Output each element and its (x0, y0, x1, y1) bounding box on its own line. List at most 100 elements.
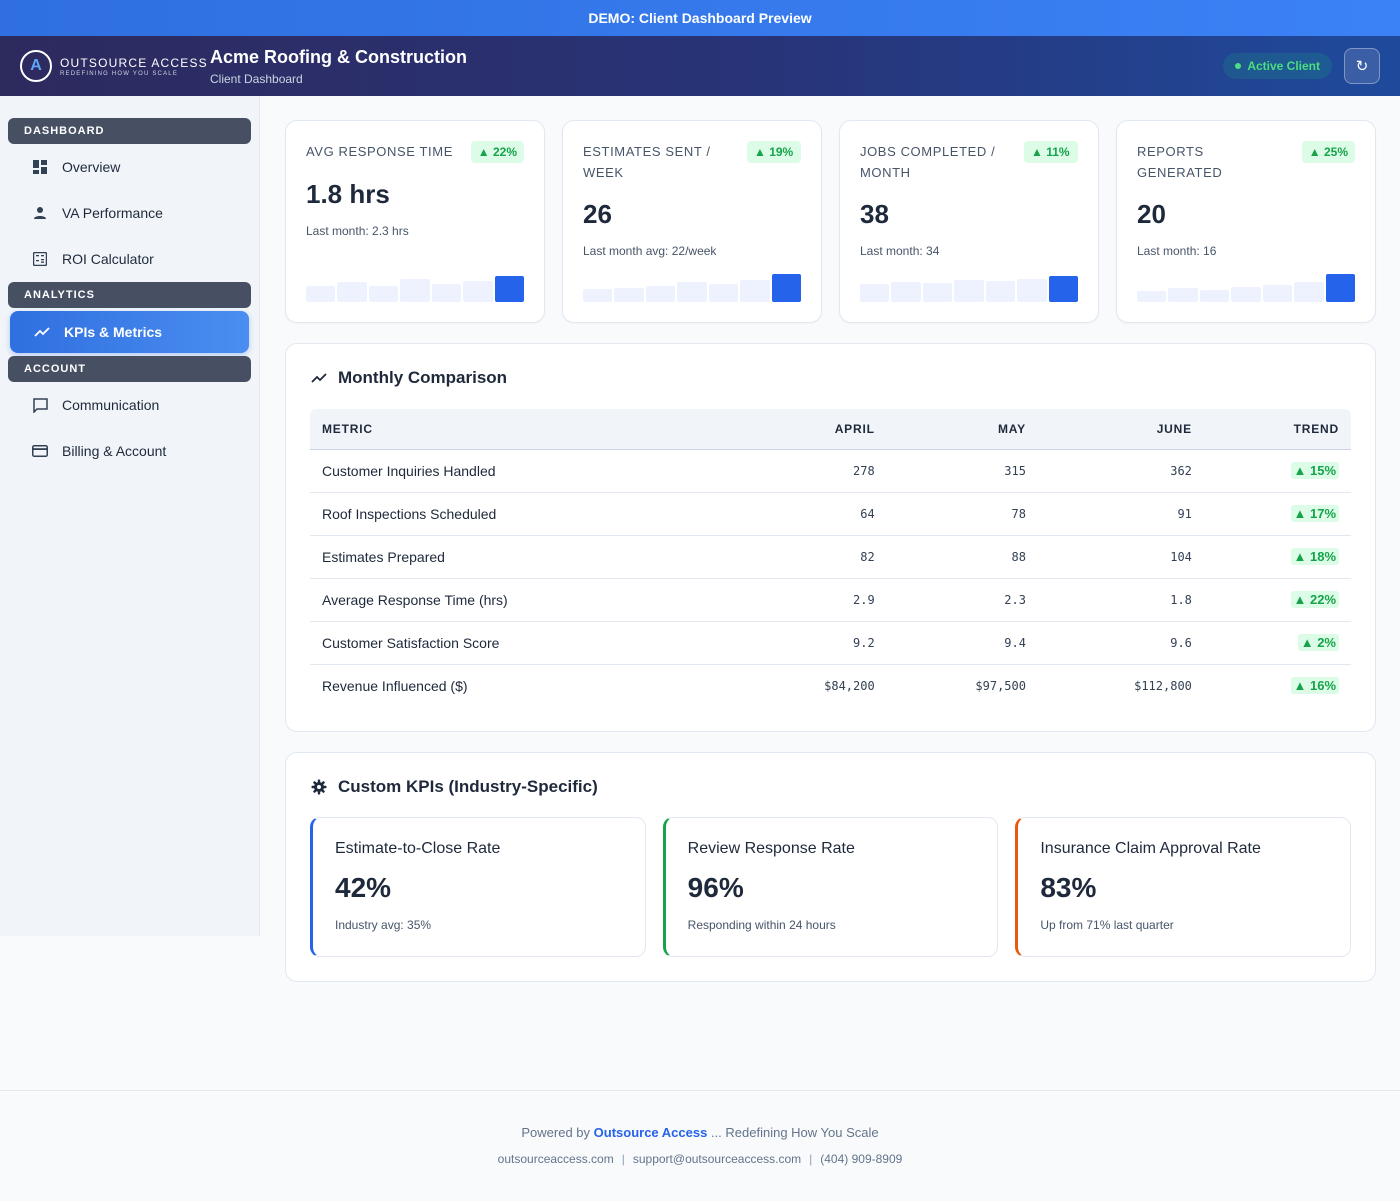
trend-badge: ▲ 16% (1290, 677, 1339, 695)
may-value: $97,500 (975, 678, 1026, 693)
custom-kpi-value: 42% (335, 872, 392, 903)
kpi-value: 26 (583, 199, 612, 229)
panel-title: Custom KPIs (Industry-Specific) (338, 777, 598, 796)
sidebar-item-billing-account[interactable]: Billing & Account (8, 428, 251, 474)
sparkline-bar (860, 284, 890, 302)
kpi-card-estimates-sent: ESTIMATES SENT / WEEK ▲ 19% 26 Last mont… (562, 120, 822, 323)
monthly-comparison-panel: Monthly Comparison METRIC APRIL MAY JUNE… (285, 343, 1376, 732)
june-value: 91 (1037, 492, 1204, 536)
kpi-subtext: Last month: 16 (1137, 244, 1217, 258)
sparkline-bar (337, 282, 367, 302)
status-badge-label: Active Client (1247, 59, 1320, 73)
custom-kpi-value: 83% (1040, 872, 1097, 903)
comparison-table: METRIC APRIL MAY JUNE TREND Customer Inq… (310, 409, 1351, 707)
trending-icon (310, 369, 328, 387)
trend-badge: ▲ 17% (1290, 505, 1339, 522)
sidebar-item-va-performance[interactable]: VA Performance (8, 190, 251, 236)
june-value: 9.6 (1037, 621, 1204, 665)
footer-email-link[interactable]: support@outsourceaccess.com (632, 1152, 802, 1166)
refresh-button[interactable]: ↻ (1344, 48, 1380, 84)
sidebar-item-label: ROI Calculator (62, 251, 154, 267)
sidebar-item-label: Communication (62, 397, 160, 413)
column-header-trend: TREND (1203, 409, 1351, 450)
kpi-value: 1.8 hrs (306, 179, 390, 209)
demo-banner: DEMO: Client Dashboard Preview (0, 0, 1400, 36)
kpi-trend-badge: ▲ 22% (470, 141, 524, 163)
sparkline-bar (1231, 287, 1261, 302)
metric-name: Estimates Prepared (310, 535, 736, 579)
footer-tagline: ... Redefining How You Scale (710, 1125, 879, 1140)
sidebar-item-overview[interactable]: Overview (8, 144, 251, 190)
logo-mark-icon: A (20, 50, 52, 82)
april-value: 9.2 (735, 621, 887, 665)
kpi-title: JOBS COMPLETED / MONTH (860, 144, 996, 180)
panel-title: Monthly Comparison (338, 368, 508, 387)
table-header-row: METRIC APRIL MAY JUNE TREND (310, 409, 1351, 450)
main-content: AVG RESPONSE TIME ▲ 22% 1.8 hrs Last mon… (285, 120, 1376, 982)
sparkline-bar (954, 280, 984, 302)
footer-separator: | (621, 1152, 625, 1166)
sparkline-bar (1294, 282, 1324, 302)
trend-badge: ▲ 18% (1290, 548, 1339, 565)
kpi-cards: AVG RESPONSE TIME ▲ 22% 1.8 hrs Last mon… (285, 120, 1376, 323)
client-info: Acme Roofing & Construction Client Dashb… (210, 47, 467, 86)
sparkline-bar (922, 283, 953, 302)
logo-name: OUTSOURCE ACCESS (60, 55, 208, 70)
sparkline-bar (368, 286, 399, 302)
footer-powered-by: Powered by Outsource Access ... Redefini… (521, 1125, 878, 1140)
kpi-sparkline (583, 274, 801, 302)
sidebar-section-dashboard: DASHBOARD (8, 118, 251, 144)
status-badge: Active Client (1223, 53, 1332, 79)
sidebar-section-analytics: ANALYTICS (8, 282, 251, 308)
sparkline-bar (463, 281, 493, 302)
sidebar-item-roi-calculator[interactable]: ROI Calculator (8, 236, 251, 282)
grid-icon (32, 159, 48, 175)
may-value: 78 (886, 492, 1038, 536)
kpi-value: 20 (1137, 199, 1166, 229)
april-value: 64 (735, 492, 887, 536)
custom-kpi-title: Review Response Rate (687, 840, 855, 857)
sidebar: DASHBOARD Overview VA Performance ROI Ca… (0, 96, 260, 936)
trend-badge: ▲ 22% (1290, 591, 1339, 608)
kpi-trend-badge: ▲ 25% (1301, 141, 1355, 163)
column-header-metric: METRIC (310, 409, 736, 450)
sparkline-bar (1199, 290, 1230, 302)
custom-kpi-subtext: Up from 71% last quarter (1040, 918, 1174, 932)
custom-kpi-estimate-to-close: Estimate-to-Close Rate 42% Industry avg:… (310, 817, 646, 957)
company-logo[interactable]: A OUTSOURCE ACCESS REDEFINING HOW YOU SC… (20, 50, 210, 82)
sparkline-bar (740, 280, 770, 302)
footer-phone[interactable]: (404) 909-8909 (820, 1152, 903, 1166)
sidebar-item-kpis-metrics[interactable]: KPIs & Metrics (10, 311, 249, 353)
kpi-card-avg-response-time: AVG RESPONSE TIME ▲ 22% 1.8 hrs Last mon… (285, 120, 545, 323)
footer-website-link[interactable]: outsourceaccess.com (497, 1152, 614, 1166)
top-header: A OUTSOURCE ACCESS REDEFINING HOW YOU SC… (0, 36, 1400, 96)
sparkline-bar (583, 289, 613, 302)
june-value: 104 (1037, 535, 1204, 579)
kpi-sparkline (1137, 274, 1355, 302)
sparkline-bar (645, 286, 676, 302)
kpi-sparkline (306, 274, 524, 302)
sidebar-item-communication[interactable]: Communication (8, 382, 251, 428)
custom-kpis-panel: Custom KPIs (Industry-Specific) Estimate… (285, 752, 1376, 982)
may-value: 315 (886, 449, 1038, 493)
custom-kpi-title: Insurance Claim Approval Rate (1040, 840, 1261, 857)
custom-kpi-subtext: Industry avg: 35% (335, 918, 432, 932)
card-icon (32, 443, 48, 459)
kpi-card-jobs-completed: JOBS COMPLETED / MONTH ▲ 11% 38 Last mon… (839, 120, 1099, 323)
trending-icon (34, 324, 50, 340)
june-value: 362 (1037, 449, 1204, 493)
sparkline-bar (891, 282, 921, 302)
sparkline-bar (306, 286, 336, 302)
may-value: 88 (886, 535, 1038, 579)
footer-contact: outsourceaccess.com | support@outsourcea… (498, 1152, 903, 1166)
powered-by-text: Powered by (521, 1125, 591, 1140)
april-value: 82 (735, 535, 887, 579)
may-value: 2.3 (886, 578, 1038, 622)
column-header-may: MAY (886, 409, 1038, 450)
client-name: Acme Roofing & Construction (210, 46, 467, 67)
april-value: $84,200 (824, 678, 875, 693)
kpi-card-reports-generated: REPORTS GENERATED ▲ 25% 20 Last month: 1… (1116, 120, 1376, 323)
footer-brand-link[interactable]: Outsource Access (593, 1125, 708, 1140)
sparkline-bar (431, 284, 462, 302)
table-row: Average Response Time (hrs) 2.9 2.3 1.8 … (310, 578, 1351, 622)
